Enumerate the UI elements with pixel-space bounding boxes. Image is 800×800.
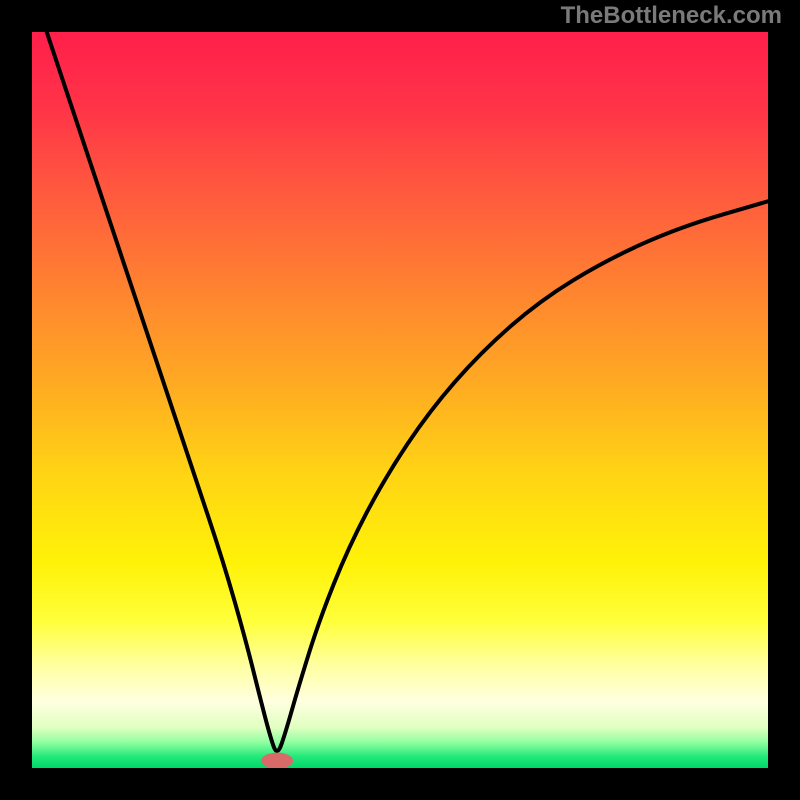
chart-background [32,32,768,768]
plot-frame [32,32,768,768]
watermark-text: TheBottleneck.com [561,2,782,30]
bottleneck-chart [32,32,768,768]
optimum-marker [261,753,293,768]
